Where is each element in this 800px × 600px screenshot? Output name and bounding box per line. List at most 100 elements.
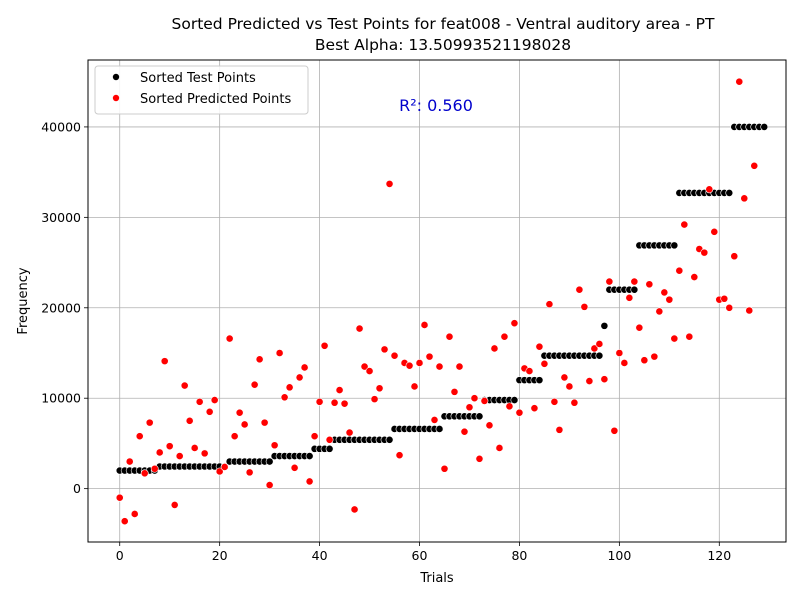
predicted-point	[140, 469, 149, 478]
predicted-point	[230, 432, 239, 441]
predicted-point	[375, 384, 384, 393]
test-point	[475, 412, 484, 421]
predicted-point	[620, 359, 629, 367]
predicted-point	[260, 418, 269, 427]
predicted-point	[255, 355, 264, 364]
predicted-point	[200, 449, 209, 458]
predicted-point	[515, 408, 524, 417]
predicted-point	[320, 341, 329, 350]
predicted-point	[210, 396, 219, 404]
predicted-point	[415, 359, 424, 367]
predicted-point	[535, 342, 544, 351]
r-squared-annotation: R²: 0.560	[399, 96, 473, 115]
predicted-point	[285, 383, 294, 392]
predicted-point	[395, 451, 404, 460]
y-tick-label: 10000	[41, 391, 81, 406]
grid-lines	[88, 60, 786, 542]
legend-label-predicted: Sorted Predicted Points	[140, 92, 291, 107]
predicted-points-series	[115, 77, 759, 526]
test-point	[265, 457, 274, 466]
predicted-point	[600, 375, 609, 384]
predicted-point	[460, 427, 469, 436]
predicted-point	[125, 457, 134, 466]
predicted-point	[725, 303, 734, 312]
predicted-point	[670, 334, 679, 343]
predicted-point	[550, 397, 559, 406]
x-tick-label: 80	[511, 548, 527, 563]
test-point	[510, 396, 519, 404]
predicted-point	[575, 285, 584, 294]
predicted-point	[160, 357, 169, 366]
predicted-point	[580, 302, 589, 311]
legend-marker-predicted	[112, 94, 120, 102]
predicted-point	[565, 382, 574, 391]
predicted-point	[615, 349, 624, 357]
predicted-point	[350, 505, 359, 514]
predicted-point	[735, 77, 744, 86]
test-point	[385, 435, 394, 444]
predicted-point	[430, 416, 439, 424]
test-points-series	[115, 123, 769, 475]
predicted-point	[120, 517, 129, 526]
predicted-point	[185, 416, 194, 425]
predicted-point	[660, 288, 669, 297]
predicted-point	[305, 477, 314, 486]
predicted-point	[360, 362, 369, 371]
predicted-point	[560, 373, 569, 382]
predicted-point	[190, 444, 199, 452]
test-point	[305, 452, 314, 460]
predicted-point	[665, 295, 674, 304]
predicted-point	[650, 352, 659, 361]
predicted-point	[335, 386, 344, 394]
legend-box	[94, 65, 309, 115]
predicted-point	[405, 361, 414, 370]
x-tick-label: 120	[707, 548, 731, 563]
predicted-point	[220, 463, 229, 471]
legend-marker-test	[112, 73, 120, 81]
predicted-point	[175, 452, 184, 460]
predicted-point	[180, 381, 189, 390]
predicted-point	[365, 367, 374, 375]
x-tick-label: 100	[607, 548, 631, 563]
predicted-point	[655, 307, 664, 316]
predicted-point	[710, 227, 719, 236]
predicted-point	[330, 398, 339, 407]
predicted-point	[645, 280, 654, 289]
predicted-point	[410, 382, 419, 391]
predicted-point	[130, 510, 139, 518]
test-point	[595, 351, 604, 360]
chart-subtitle: Best Alpha: 13.50993521198028	[315, 36, 571, 54]
predicted-point	[310, 432, 319, 441]
predicted-point	[745, 306, 754, 315]
x-tick-label: 40	[312, 548, 328, 563]
predicted-point	[545, 300, 554, 309]
predicted-point	[280, 393, 289, 402]
test-point	[535, 376, 544, 385]
predicted-point	[475, 454, 484, 463]
predicted-point	[355, 324, 364, 333]
predicted-point	[540, 359, 549, 368]
y-tick-label: 30000	[41, 210, 81, 225]
y-tick-label: 0	[73, 481, 81, 496]
predicted-point	[315, 397, 324, 406]
predicted-point	[480, 397, 489, 405]
predicted-point	[155, 448, 164, 457]
predicted-point	[150, 464, 159, 473]
predicted-point	[115, 493, 124, 502]
predicted-point	[245, 468, 254, 477]
predicted-point	[675, 266, 684, 275]
predicted-point	[640, 356, 649, 365]
predicted-point	[145, 418, 154, 427]
predicted-point	[510, 319, 519, 328]
predicted-point	[290, 463, 299, 472]
plot-frame	[87, 59, 787, 543]
predicted-point	[610, 426, 619, 435]
predicted-point	[490, 344, 499, 353]
predicted-point	[385, 179, 394, 188]
predicted-point	[605, 277, 614, 286]
test-point	[760, 123, 769, 131]
predicted-point	[485, 421, 494, 430]
predicted-point	[275, 349, 284, 357]
x-tick-label: 20	[212, 548, 228, 563]
